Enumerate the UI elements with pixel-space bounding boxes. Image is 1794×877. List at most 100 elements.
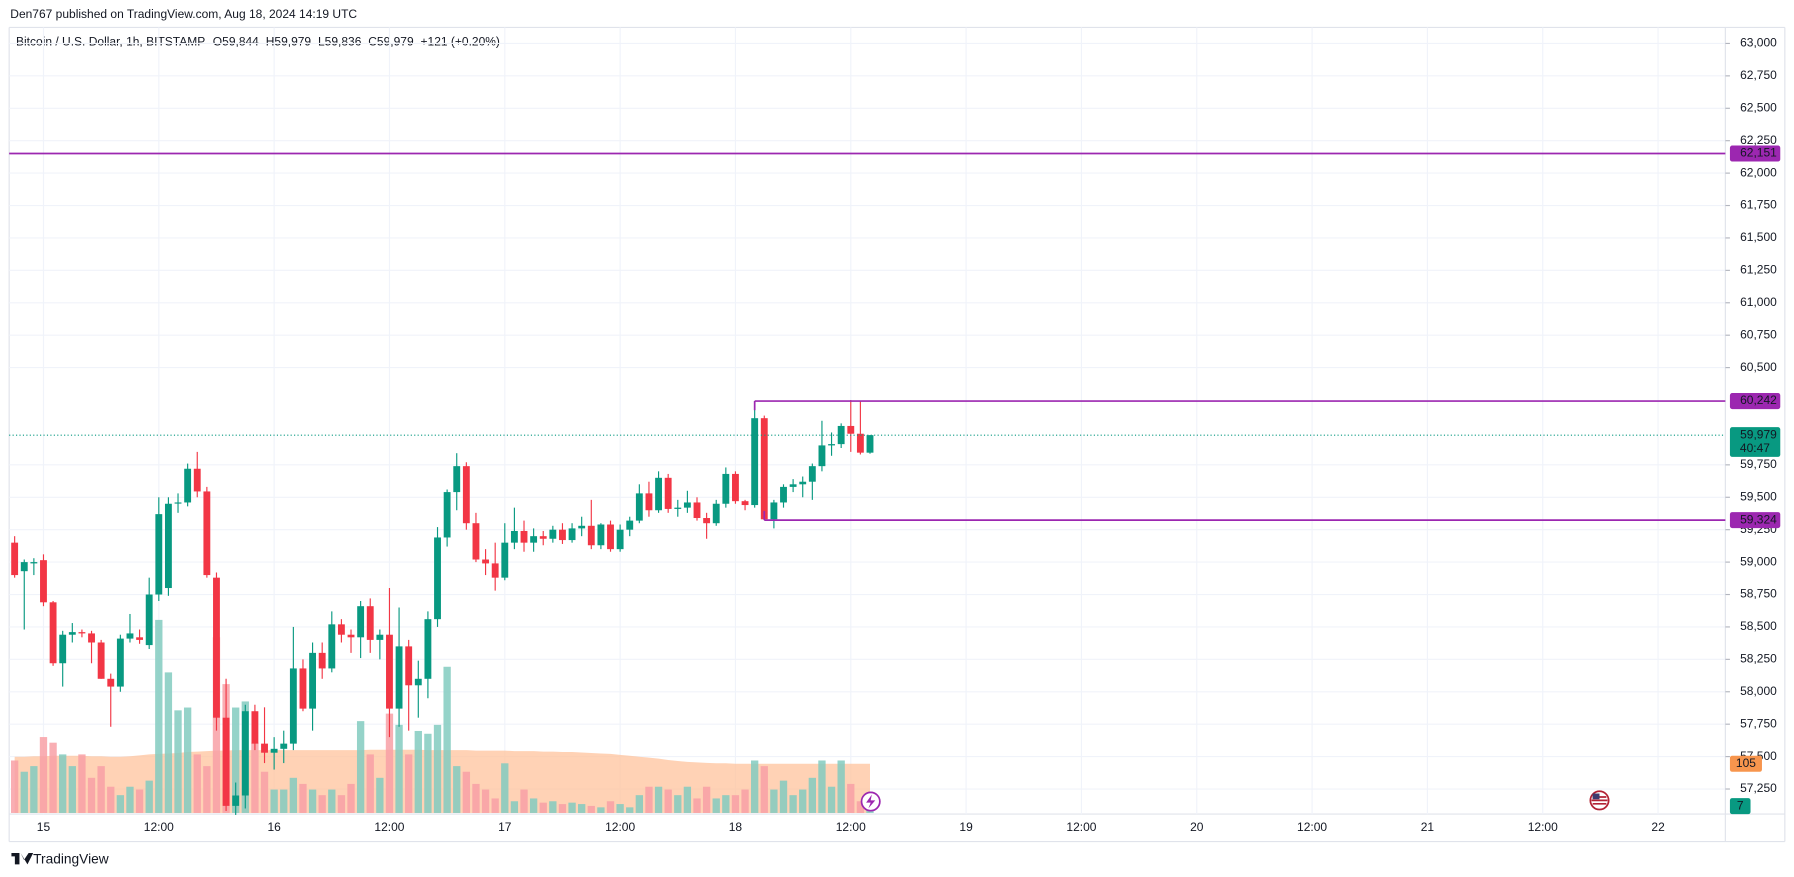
ohlc-value: C59,979	[368, 34, 414, 48]
candle-body	[635, 493, 643, 521]
x-tick-label: 17	[498, 820, 512, 834]
flag-canton	[1592, 793, 1600, 800]
volume-bar	[722, 795, 730, 813]
ohlc-value: H59,979	[266, 34, 312, 48]
candle-body	[328, 624, 336, 669]
volume-bar	[472, 783, 480, 813]
volume-bar	[674, 795, 682, 813]
candle-body	[587, 525, 595, 546]
volume-bar	[126, 786, 134, 813]
symbol: Bitcoin / U.S. Dollar, 1h, BITSTAMP	[16, 34, 205, 48]
volume-bar	[529, 798, 538, 813]
candle-body	[539, 536, 547, 539]
volume-bar	[606, 801, 615, 813]
candle-body	[828, 444, 835, 446]
y-tick-label: 57,750	[1740, 716, 1777, 730]
x-tick-label: 15	[37, 820, 51, 834]
candle-body	[559, 529, 566, 541]
candle-body	[693, 502, 701, 519]
volume-ma-label: 105	[1736, 756, 1756, 770]
volume-bar	[20, 771, 28, 813]
volume-bar	[587, 805, 595, 813]
candle-body	[155, 514, 163, 595]
volume-bar	[232, 707, 240, 813]
candle-body	[799, 481, 807, 485]
y-tick-label: 61,750	[1740, 198, 1777, 212]
volume-bar	[414, 730, 422, 813]
volume-bar	[174, 710, 182, 813]
volume-bar	[770, 789, 778, 813]
volume-bar	[558, 804, 567, 813]
volume-bar	[453, 766, 461, 813]
volume-bar	[616, 804, 624, 813]
level-label: 60,242	[1740, 393, 1777, 407]
volume-bar	[155, 619, 163, 813]
level-badge	[1729, 512, 1781, 529]
volume-bar	[356, 721, 365, 813]
candle-body	[703, 518, 711, 524]
volume-bar	[510, 801, 519, 813]
volume-bar	[299, 783, 307, 813]
volume-bar	[568, 802, 576, 813]
candle-body	[222, 717, 230, 806]
y-tick-label: 58,250	[1740, 652, 1777, 666]
candle-body	[395, 646, 403, 709]
ohlc-value: O59,844	[213, 34, 259, 48]
candle-body	[770, 502, 778, 520]
volume-bar	[837, 760, 845, 813]
volume-bar	[30, 766, 38, 813]
y-tick-label: 63,000	[1740, 36, 1777, 50]
candle-body	[20, 562, 28, 572]
volume-bar	[424, 733, 432, 813]
candle-body	[289, 668, 297, 744]
candle-body	[347, 634, 355, 638]
candle-body	[683, 502, 691, 508]
last-price-label: 59,979	[1740, 427, 1777, 441]
volume-bar	[59, 754, 67, 813]
volume-bar	[654, 786, 663, 813]
volume-bar	[260, 771, 269, 813]
tv-logo	[11, 852, 34, 865]
volume-bar	[405, 754, 413, 813]
candle-body	[645, 493, 653, 511]
volume-bar	[501, 763, 509, 813]
volume-bar	[135, 789, 144, 813]
candle-body	[491, 563, 499, 578]
candle-body	[856, 433, 864, 453]
candle-body	[203, 491, 211, 576]
level-badge	[1729, 145, 1781, 162]
candle-body	[847, 425, 855, 434]
candle-body	[386, 634, 393, 709]
candle-body	[88, 633, 95, 643]
candle-body	[318, 652, 326, 669]
candle-body	[712, 503, 720, 524]
countdown: 40:47	[1740, 441, 1770, 455]
y-tick-label: 62,500	[1740, 100, 1777, 114]
volume-bar	[481, 789, 490, 813]
candle-body	[30, 562, 38, 564]
candle-body	[808, 466, 816, 482]
volume-bar	[337, 795, 346, 813]
y-tick-label: 57,250	[1740, 781, 1777, 795]
volume-bar	[443, 666, 451, 813]
candle-body	[309, 652, 317, 709]
y-tick-label: 61,250	[1740, 263, 1777, 277]
candle-body	[280, 743, 288, 749]
x-tick-label: 16	[267, 820, 281, 834]
candle-body	[818, 445, 826, 467]
volume-bar	[366, 754, 374, 813]
candle-body	[184, 468, 192, 503]
x-tick-label: 21	[1421, 820, 1435, 834]
x-tick-label: 12:00	[144, 820, 174, 834]
candle-body	[434, 537, 441, 620]
volume-bar	[731, 795, 740, 813]
y-tick-label: 58,000	[1740, 684, 1777, 698]
volume-bar	[78, 754, 86, 813]
candle-body	[443, 492, 451, 538]
volume-bar	[39, 737, 48, 813]
candle-body	[732, 473, 739, 502]
candle-body	[597, 524, 605, 546]
volume-bar	[183, 707, 192, 813]
ohlc-value: L59,836	[318, 34, 362, 48]
